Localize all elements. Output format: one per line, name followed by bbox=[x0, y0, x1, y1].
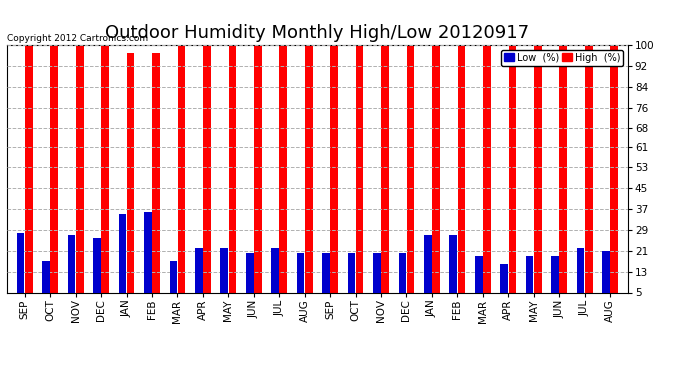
Bar bbox=[271, 248, 279, 306]
Bar bbox=[42, 261, 50, 306]
Bar bbox=[449, 235, 457, 306]
Bar bbox=[246, 254, 253, 306]
Bar bbox=[406, 45, 415, 306]
Bar bbox=[399, 254, 406, 306]
Bar bbox=[348, 254, 355, 306]
Bar bbox=[93, 238, 101, 306]
Bar bbox=[483, 45, 491, 306]
Bar bbox=[509, 45, 516, 306]
Bar bbox=[611, 45, 618, 306]
Bar bbox=[602, 251, 610, 306]
Bar bbox=[577, 248, 584, 306]
Bar bbox=[305, 45, 313, 306]
Text: Copyright 2012 Cartronics.com: Copyright 2012 Cartronics.com bbox=[7, 33, 148, 42]
Bar bbox=[195, 248, 203, 306]
Bar bbox=[119, 214, 126, 306]
Bar bbox=[560, 45, 567, 306]
Bar bbox=[322, 254, 330, 306]
Legend: Low  (%), High  (%): Low (%), High (%) bbox=[501, 50, 623, 66]
Bar bbox=[127, 53, 135, 306]
Bar bbox=[432, 45, 440, 306]
Bar bbox=[534, 45, 542, 306]
Bar bbox=[178, 45, 186, 306]
Bar bbox=[457, 45, 465, 306]
Bar bbox=[279, 45, 287, 306]
Bar bbox=[585, 45, 593, 306]
Bar bbox=[475, 256, 482, 306]
Bar bbox=[25, 45, 32, 306]
Bar bbox=[500, 264, 508, 306]
Bar bbox=[101, 45, 109, 306]
Bar bbox=[382, 45, 389, 306]
Bar bbox=[356, 45, 364, 306]
Bar bbox=[373, 254, 381, 306]
Bar bbox=[68, 235, 75, 306]
Bar bbox=[152, 53, 160, 306]
Bar bbox=[170, 261, 177, 306]
Bar bbox=[203, 45, 210, 306]
Bar bbox=[228, 45, 236, 306]
Bar bbox=[526, 256, 533, 306]
Title: Outdoor Humidity Monthly High/Low 20120917: Outdoor Humidity Monthly High/Low 201209… bbox=[106, 24, 529, 42]
Bar bbox=[144, 212, 152, 306]
Bar bbox=[424, 235, 432, 306]
Bar bbox=[76, 45, 83, 306]
Bar bbox=[220, 248, 228, 306]
Bar bbox=[254, 45, 262, 306]
Bar bbox=[551, 256, 559, 306]
Bar bbox=[331, 45, 338, 306]
Bar bbox=[297, 254, 304, 306]
Bar bbox=[17, 232, 24, 306]
Bar bbox=[50, 45, 58, 306]
